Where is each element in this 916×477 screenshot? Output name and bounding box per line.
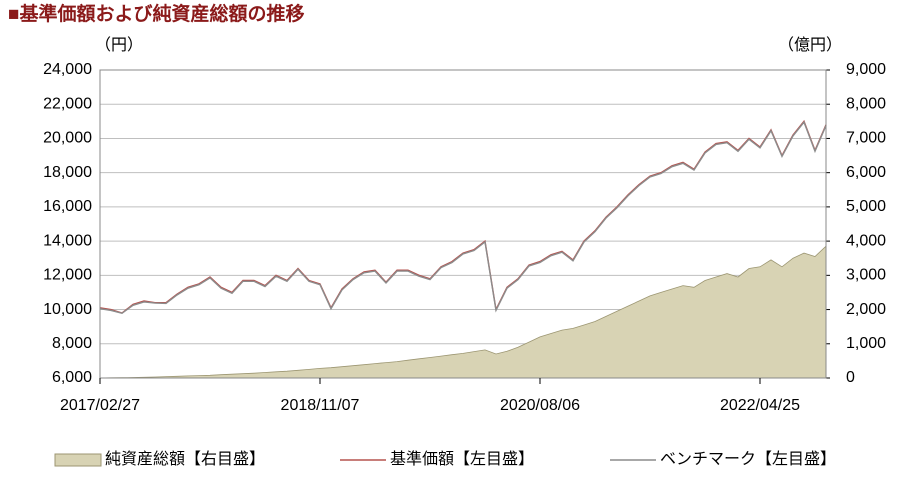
y2-tick-label: 2,000	[846, 301, 886, 318]
y-tick-label: 10,000	[43, 301, 92, 318]
y-tick-label: 14,000	[43, 232, 92, 249]
y2-tick-label: 5,000	[846, 198, 886, 215]
legend-label: 基準価額【左目盛】	[390, 450, 534, 468]
y2-tick-label: 0	[846, 369, 855, 386]
y2-tick-label: 7,000	[846, 130, 886, 147]
y2-tick-label: 1,000	[846, 335, 886, 352]
line	[99, 120, 827, 315]
y2-axis-unit: （億円）	[778, 36, 842, 54]
y-tick-label: 22,000	[43, 95, 92, 112]
y-axis-unit: （円）	[95, 36, 143, 54]
area	[99, 245, 827, 379]
y2-tick-label: 3,000	[846, 267, 886, 284]
y2-tick-label: 9,000	[846, 61, 886, 78]
chart-title: ■基準価額および純資産総額の推移	[8, 2, 304, 25]
x-tick-label: 2017/02/27	[60, 397, 140, 414]
x-tick-label: 2018/11/07	[281, 397, 360, 414]
plot-border	[99, 69, 827, 379]
y2-tick-label: 4,000	[846, 232, 886, 249]
legend-swatch	[54, 453, 102, 467]
y-tick-label: 20,000	[43, 130, 92, 147]
y-tick-label: 24,000	[43, 61, 92, 78]
legend-label: ベンチマーク【左目盛】	[660, 450, 836, 468]
x-tick-label: 2020/08/06	[500, 397, 580, 414]
y-tick-label: 8,000	[52, 335, 92, 352]
legend-label: 純資産総額【右目盛】	[105, 450, 265, 468]
x-tick-label: 2022/04/25	[720, 397, 800, 414]
y-tick-label: 12,000	[43, 267, 92, 284]
y-tick-label: 6,000	[52, 369, 92, 386]
y-tick-label: 16,000	[43, 198, 92, 215]
y-tick-label: 18,000	[43, 164, 92, 181]
y2-tick-label: 6,000	[846, 164, 886, 181]
y2-tick-label: 8,000	[846, 95, 886, 112]
